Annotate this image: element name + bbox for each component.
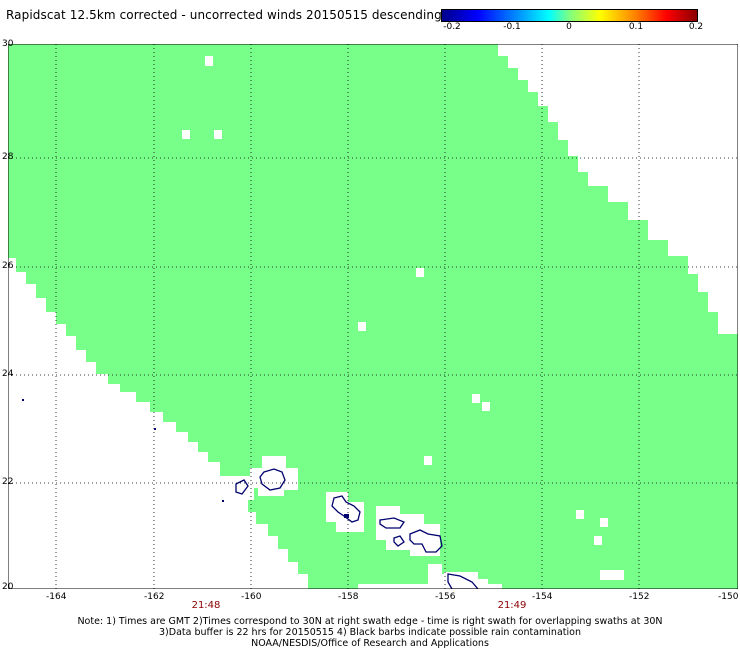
lon-label-164: -164 xyxy=(46,592,67,602)
chart-title: Rapidscat 12.5km corrected - uncorrected… xyxy=(6,8,442,22)
hawaii-coast xyxy=(447,573,479,589)
footer-credit: NOAA/NESDIS/Office of Research and Appli… xyxy=(251,638,489,649)
rain-barbs xyxy=(22,399,349,518)
maui-coast xyxy=(409,529,443,553)
lon-label-154: -154 xyxy=(532,592,553,602)
lat-label-22: 22 xyxy=(2,477,14,487)
footer-note-2: 3)Data buffer is 22 hrs for 20150515 4) … xyxy=(159,627,581,638)
coastlines xyxy=(235,468,479,589)
lon-label-158: -158 xyxy=(338,592,359,602)
lat-label-26: 26 xyxy=(2,261,14,271)
lon-label-156: -156 xyxy=(435,592,456,602)
oahu-coast xyxy=(331,495,361,523)
lat-label-20: 20 xyxy=(2,582,14,592)
lat-label-30: 30 xyxy=(2,39,14,49)
colorbar-label-pos: 0.1 xyxy=(628,22,644,32)
kauai-coast xyxy=(259,468,286,491)
colorbar xyxy=(441,9,698,22)
footer-note-1: Note: 1) Times are GMT 2)Times correspon… xyxy=(77,616,663,627)
time-label-second: 21:49 xyxy=(497,600,527,611)
colorbar-label-neg: -0.1 xyxy=(503,22,521,32)
molokai-coast xyxy=(379,517,405,529)
graticule xyxy=(8,44,738,589)
lon-label-152: -152 xyxy=(629,592,650,602)
lon-label-162: -162 xyxy=(144,592,165,602)
lanai-coast xyxy=(393,535,405,547)
lon-label-150: -150 xyxy=(718,592,739,602)
colorbar-label-min: -0.2 xyxy=(443,22,461,32)
time-label-first: 21:48 xyxy=(191,600,221,611)
colorbar-label-max: 0.2 xyxy=(688,22,704,32)
data-swath xyxy=(8,44,738,589)
swath-gaps xyxy=(182,56,624,589)
lat-label-28: 28 xyxy=(2,152,14,162)
wind-map xyxy=(8,44,738,589)
niihau-coast xyxy=(235,479,249,495)
lat-label-24: 24 xyxy=(2,369,14,379)
colorbar-label-zero: 0 xyxy=(566,22,572,32)
lon-label-160: -160 xyxy=(241,592,262,602)
